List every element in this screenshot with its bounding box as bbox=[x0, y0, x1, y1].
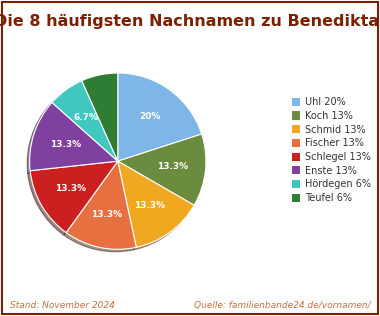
Wedge shape bbox=[118, 161, 194, 247]
Wedge shape bbox=[82, 73, 118, 161]
Wedge shape bbox=[30, 102, 118, 171]
Text: 6.7%: 6.7% bbox=[73, 112, 98, 122]
Text: 13.3%: 13.3% bbox=[50, 140, 81, 149]
Text: Stand: November 2024: Stand: November 2024 bbox=[10, 301, 114, 310]
Text: 13.3%: 13.3% bbox=[55, 184, 86, 193]
Text: Die 8 häufigsten Nachnamen zu Benedikta:: Die 8 häufigsten Nachnamen zu Benedikta: bbox=[0, 14, 380, 29]
Legend: Uhl 20%, Koch 13%, Schmid 13%, Fischer 13%, Schlegel 13%, Enste 13%, Hördegen 6%: Uhl 20%, Koch 13%, Schmid 13%, Fischer 1… bbox=[290, 95, 373, 205]
Text: 13.3%: 13.3% bbox=[91, 210, 122, 219]
Text: 13.3%: 13.3% bbox=[157, 162, 188, 171]
Text: 13.3%: 13.3% bbox=[135, 201, 166, 210]
Text: 20%: 20% bbox=[139, 112, 161, 121]
Wedge shape bbox=[118, 134, 206, 205]
Wedge shape bbox=[30, 161, 118, 233]
Wedge shape bbox=[66, 161, 136, 249]
Wedge shape bbox=[118, 73, 202, 161]
Wedge shape bbox=[52, 81, 118, 161]
Text: Quelle: familienbande24.de/vornamen/: Quelle: familienbande24.de/vornamen/ bbox=[194, 301, 370, 310]
